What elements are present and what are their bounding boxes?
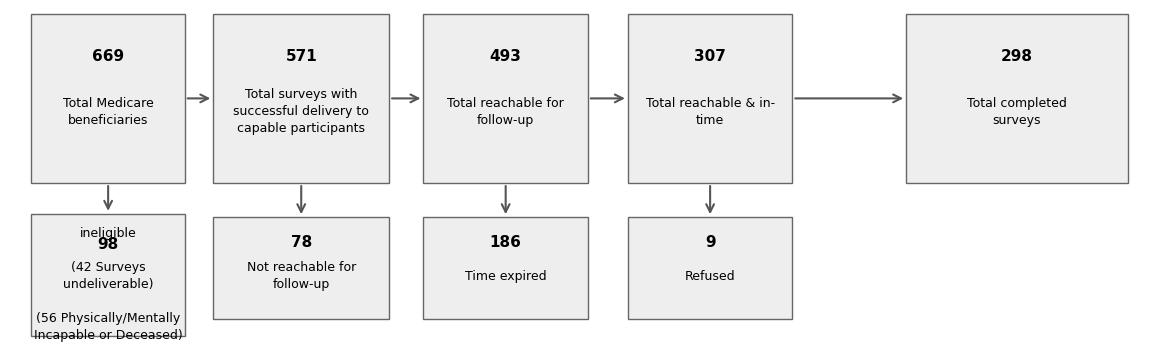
Text: 493: 493 xyxy=(490,48,522,64)
Text: 669: 669 xyxy=(92,48,124,64)
FancyBboxPatch shape xyxy=(31,214,184,336)
FancyBboxPatch shape xyxy=(213,217,389,319)
Text: 9: 9 xyxy=(705,235,715,250)
Text: Total reachable & in-
time: Total reachable & in- time xyxy=(646,97,774,127)
FancyBboxPatch shape xyxy=(31,13,184,183)
Text: Total reachable for
follow-up: Total reachable for follow-up xyxy=(447,97,564,127)
Text: 571: 571 xyxy=(285,48,318,64)
FancyBboxPatch shape xyxy=(628,217,793,319)
FancyBboxPatch shape xyxy=(213,13,389,183)
Text: 98: 98 xyxy=(97,237,118,252)
Text: Time expired: Time expired xyxy=(465,270,547,283)
Text: Total completed
surveys: Total completed surveys xyxy=(967,97,1066,127)
FancyBboxPatch shape xyxy=(423,13,588,183)
Text: ineligible

(42 Surveys
undeliverable)

(56 Physically/Mentally
Incapable or Dec: ineligible (42 Surveys undeliverable) (5… xyxy=(34,227,182,342)
FancyBboxPatch shape xyxy=(906,13,1128,183)
Text: 307: 307 xyxy=(694,48,726,64)
Text: Total surveys with
successful delivery to
capable participants: Total surveys with successful delivery t… xyxy=(233,89,370,136)
FancyBboxPatch shape xyxy=(628,13,793,183)
Text: Refused: Refused xyxy=(685,270,736,283)
Text: Total Medicare
beneficiaries: Total Medicare beneficiaries xyxy=(63,97,153,127)
FancyBboxPatch shape xyxy=(423,217,588,319)
Text: Not reachable for
follow-up: Not reachable for follow-up xyxy=(247,261,356,291)
Text: 298: 298 xyxy=(1000,48,1033,64)
Text: 186: 186 xyxy=(490,235,522,250)
Text: 78: 78 xyxy=(291,235,312,250)
